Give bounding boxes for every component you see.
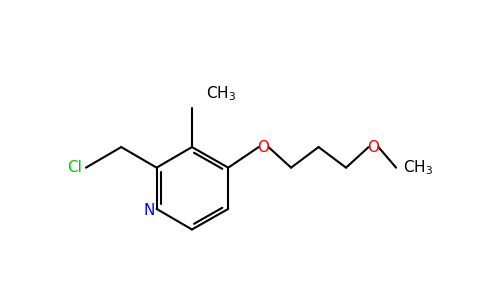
Text: Cl: Cl	[67, 160, 82, 175]
Text: O: O	[257, 140, 270, 154]
Text: O: O	[367, 140, 379, 154]
Text: CH$_3$: CH$_3$	[403, 158, 433, 177]
Text: CH$_3$: CH$_3$	[206, 85, 236, 104]
Text: N: N	[143, 203, 154, 218]
